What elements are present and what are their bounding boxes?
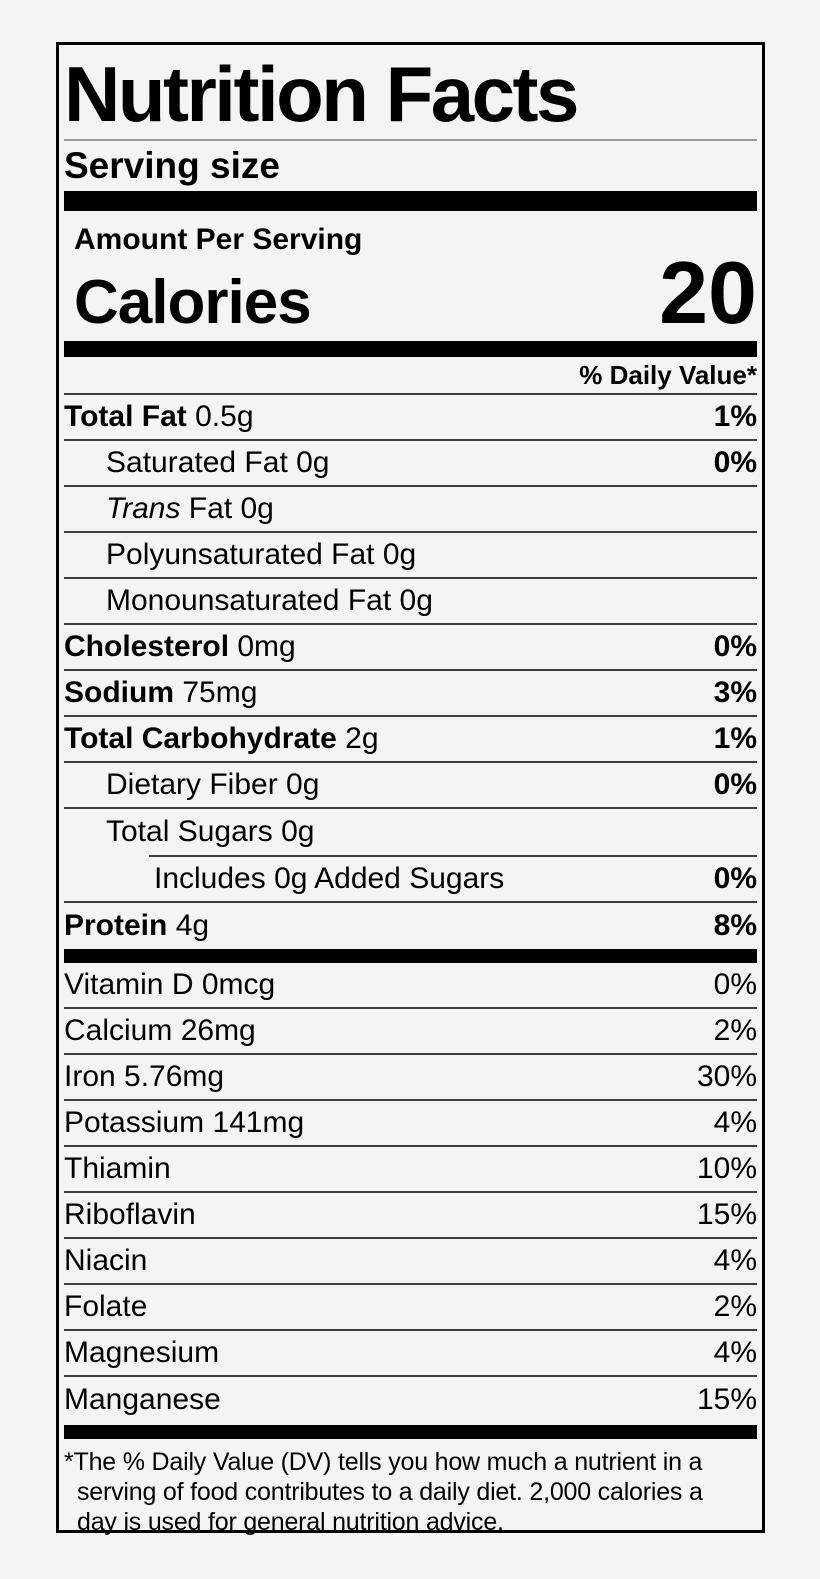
daily-value-percent: 15%: [696, 1383, 757, 1416]
nutrient-name: Sodium 75mg: [64, 676, 258, 709]
nutrient-row: Sodium 75mg 3%: [64, 671, 757, 717]
thick-divider-bar: [64, 1425, 757, 1439]
nutrient-row: Polyunsaturated Fat 0g: [64, 533, 757, 579]
daily-value-percent: 4%: [713, 1244, 757, 1277]
nutrient-row: Dietary Fiber 0g 0%: [64, 763, 757, 809]
daily-value-percent: 4%: [713, 1336, 757, 1369]
nutrient-name: Total Carbohydrate 2g: [64, 722, 379, 755]
daily-value-percent: 0%: [713, 862, 757, 895]
nutrient-name: Protein 4g: [64, 909, 210, 942]
nutrient-name: Cholesterol 0mg: [64, 630, 296, 663]
daily-value-percent: 1%: [713, 722, 757, 755]
nutrient-name: Vitamin D 0mcg: [64, 968, 276, 1001]
daily-value-percent: 3%: [713, 676, 757, 709]
nutrient-name: Thiamin: [64, 1152, 171, 1185]
nutrient-name: Monounsaturated Fat 0g: [106, 584, 433, 617]
vitamin-row: Niacin 4%: [64, 1239, 757, 1285]
nutrient-name: Total Sugars 0g: [106, 815, 315, 848]
nutrient-row: Total Sugars 0g: [64, 809, 757, 855]
partial-divider: [149, 855, 757, 857]
nutrient-name: Magnesium: [64, 1336, 220, 1369]
nutrient-name: Dietary Fiber 0g: [106, 768, 320, 801]
footnote-line: *The % Daily Value (DV) tells you how mu…: [64, 1448, 703, 1476]
vitamin-row: Folate 2%: [64, 1285, 757, 1331]
nutrient-row: Includes 0g Added Sugars 0%: [64, 857, 757, 903]
nutrient-name: Iron 5.76mg: [64, 1060, 225, 1093]
daily-value-percent: 15%: [696, 1198, 757, 1231]
nutrient-row: Trans Fat 0g: [64, 487, 757, 533]
nutrient-row: Total Fat 0.5g 1%: [64, 395, 757, 441]
nutrient-name: Calcium 26mg: [64, 1014, 256, 1047]
nutrient-row: Total Carbohydrate 2g 1%: [64, 717, 757, 763]
nutrient-row: Cholesterol 0mg 0%: [64, 625, 757, 671]
nutrient-name: Includes 0g Added Sugars: [154, 862, 505, 895]
nutrition-facts-label: Nutrition Facts Serving size Amount Per …: [56, 42, 765, 1536]
calories-value: 20: [659, 243, 757, 342]
nutrient-name: Niacin: [64, 1244, 148, 1277]
footnote-line: serving of food contributes to a daily d…: [77, 1478, 703, 1506]
vitamin-row: Riboflavin 15%: [64, 1193, 757, 1239]
daily-value-percent: 0%: [713, 768, 757, 801]
nutrient-row: Monounsaturated Fat 0g: [64, 579, 757, 625]
daily-value-percent: 30%: [696, 1060, 757, 1093]
daily-value-percent: 0%: [713, 446, 757, 479]
serving-size-label: Serving size: [64, 145, 280, 186]
calories-label: Calories: [74, 268, 312, 337]
nutrient-name: Polyunsaturated Fat 0g: [106, 538, 417, 571]
vitamin-rows: Vitamin D 0mcg 0% Calcium 26mg 2% Iron 5.76m…: [64, 963, 757, 1423]
nutrient-row: Protein 4g 8%: [64, 903, 757, 949]
nutrient-name: Manganese: [64, 1383, 221, 1416]
nutrient-name: Riboflavin: [64, 1198, 196, 1231]
label-title: Nutrition Facts: [64, 51, 757, 141]
thick-divider-bar: [64, 191, 757, 211]
vitamin-row: Vitamin D 0mcg 0%: [64, 963, 757, 1009]
thick-divider-bar: [64, 949, 757, 963]
vitamin-row: Potassium 141mg 4%: [64, 1101, 757, 1147]
nutrient-row: Saturated Fat 0g 0%: [64, 441, 757, 487]
daily-value-footnote: *The % Daily Value (DV) tells you how mu…: [64, 1439, 757, 1537]
daily-value-percent: 1%: [713, 400, 757, 433]
daily-value-percent: 0%: [713, 968, 757, 1001]
daily-value-percent: 10%: [696, 1152, 757, 1185]
daily-value-percent: 2%: [713, 1290, 757, 1323]
vitamin-row: Calcium 26mg 2%: [64, 1009, 757, 1055]
nutrient-name: Total Fat 0.5g: [64, 400, 254, 433]
thick-divider-bar: [64, 341, 757, 357]
daily-value-percent: 0%: [713, 630, 757, 663]
calories-row: Calories 20: [64, 243, 757, 342]
amount-per-serving-label: Amount Per Serving: [74, 223, 363, 256]
nutrient-name: Potassium 141mg: [64, 1106, 305, 1139]
nutrient-name: Folate: [64, 1290, 148, 1323]
vitamin-row: Magnesium 4%: [64, 1331, 757, 1377]
daily-value-percent: 2%: [713, 1014, 757, 1047]
daily-value-percent: 8%: [713, 909, 757, 942]
nutrient-name: Trans Fat 0g: [106, 492, 274, 525]
vitamin-row: Manganese 15%: [64, 1377, 757, 1423]
nutrient-name: Saturated Fat 0g: [106, 446, 330, 479]
daily-value-percent: 4%: [713, 1106, 757, 1139]
vitamin-row: Iron 5.76mg 30%: [64, 1055, 757, 1101]
nutrient-rows: Total Fat 0.5g 1% Saturated Fat 0g 0% Trans …: [64, 395, 757, 949]
daily-value-header: % Daily Value*: [64, 357, 757, 395]
footnote-line: day is used for general nutrition advice…: [77, 1508, 504, 1536]
vitamin-row: Thiamin 10%: [64, 1147, 757, 1193]
